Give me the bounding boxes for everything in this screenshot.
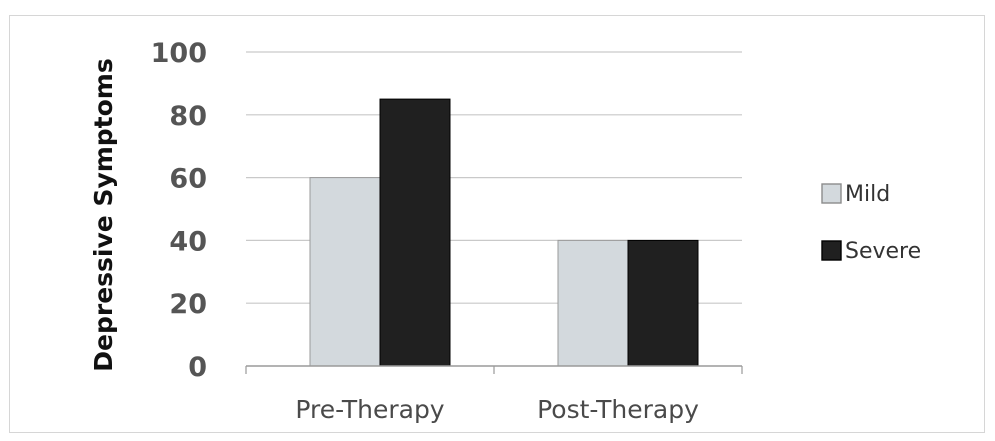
y-axis-title: Depressive Symptoms	[89, 58, 118, 371]
legend-label-mild: Mild	[845, 182, 890, 207]
y-tick-label: 20	[169, 289, 207, 320]
y-tick-label: 60	[169, 164, 207, 195]
bar-severe-1	[627, 239, 699, 367]
chart-frame	[9, 15, 985, 433]
y-tick-label: 80	[169, 101, 207, 132]
x-tick-label: Post-Therapy	[537, 395, 699, 424]
y-tick-label: 40	[169, 226, 207, 257]
legend-label-severe: Severe	[845, 239, 921, 264]
x-tick-label: Pre-Therapy	[295, 395, 444, 424]
bar-mild-1	[557, 239, 629, 367]
y-tick-label: 0	[188, 352, 207, 383]
axes	[245, 365, 743, 374]
legend: Mild Severe	[821, 182, 921, 264]
labels: 0 20 40 60 80 100 Pre-Therapy Post-Therapy	[151, 38, 699, 424]
legend-swatch-severe	[821, 240, 842, 261]
legend-swatch-mild	[821, 183, 842, 204]
bar-mild-0	[309, 177, 381, 367]
y-tick-label: 100	[151, 38, 207, 69]
bars	[309, 98, 699, 367]
bar-severe-0	[379, 98, 451, 367]
